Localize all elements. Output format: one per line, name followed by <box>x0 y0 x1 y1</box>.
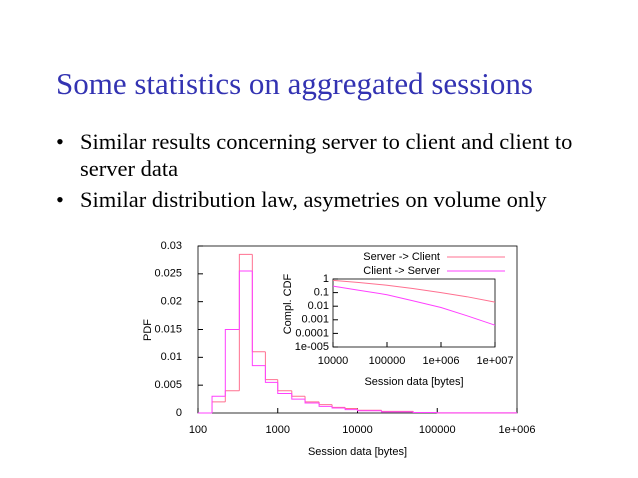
legend-label: Server -> Client <box>363 251 440 263</box>
histogram-step <box>381 410 414 413</box>
y-tick-label: 0 <box>176 407 182 419</box>
y-tick-label: 0.001 <box>301 314 329 326</box>
histogram-step <box>211 401 226 413</box>
plot-frame <box>332 278 496 348</box>
histogram-step <box>318 401 333 406</box>
y-tick-label: 0.1 <box>314 287 329 299</box>
y-tick-label: 0.01 <box>161 351 182 363</box>
y-axis-label: PDF <box>142 319 154 341</box>
histogram-step <box>344 407 358 411</box>
y-tick-label: 0.01 <box>308 300 329 312</box>
histogram-step <box>264 365 278 383</box>
bullet: Similar results concerning server to cli… <box>56 128 600 182</box>
histogram-step <box>381 410 414 412</box>
histogram-step <box>238 270 253 330</box>
histogram-step <box>344 407 358 410</box>
histogram-step <box>224 390 240 402</box>
y-tick-label: 0.03 <box>161 240 182 252</box>
x-axis-label: Session data [bytes] <box>308 446 407 458</box>
y-tick-label: 1e-005 <box>295 341 329 353</box>
x-tick-label: 1e+007 <box>476 355 513 367</box>
histogram-step <box>304 396 320 403</box>
x-tick-label: 1e+006 <box>498 424 535 436</box>
histogram-step <box>357 409 382 412</box>
histogram-step <box>304 399 320 404</box>
x-tick-label: 100000 <box>369 355 406 367</box>
x-tick-label: 100000 <box>419 424 456 436</box>
x-tick-label: 1e+006 <box>422 355 459 367</box>
histogram-step <box>251 254 266 353</box>
histogram-step <box>357 408 382 411</box>
histogram-step <box>331 406 346 409</box>
y-tick-label: 1 <box>323 273 329 285</box>
y-tick-label: 0.005 <box>154 379 182 391</box>
histogram-step <box>238 253 253 391</box>
slide-title: Some statistics on aggregated sessions <box>56 66 533 101</box>
ccdf-line <box>332 285 496 326</box>
legend-label: Client -> Server <box>363 265 440 277</box>
y-tick-label: 0.02 <box>161 296 182 308</box>
y-tick-label: 0.025 <box>154 268 182 280</box>
bullet: Similar distribution law, asymetries on … <box>56 186 600 213</box>
histogram-step <box>318 402 333 407</box>
x-tick-label: 10000 <box>318 355 349 367</box>
inset-bg <box>333 279 495 347</box>
x-tick-label: 1000 <box>266 424 290 436</box>
histogram-step <box>224 329 240 397</box>
bullet-list: Similar results concerning server to cli… <box>30 128 600 217</box>
y-tick-label: 0.015 <box>154 323 182 335</box>
histogram-step <box>211 395 226 413</box>
y-axis-label: Compl. CDF <box>282 273 294 334</box>
histogram-step <box>264 351 278 381</box>
x-tick-label: 10000 <box>342 424 373 436</box>
histogram-step <box>291 393 306 400</box>
histogram-step <box>251 271 266 367</box>
ccdf-line <box>332 279 496 303</box>
x-tick-label: 100 <box>189 424 207 436</box>
x-axis-label: Session data [bytes] <box>364 376 463 388</box>
histogram-step <box>291 390 306 397</box>
histogram-step <box>277 382 292 395</box>
histogram-step <box>412 411 438 413</box>
histogram-step <box>277 379 292 392</box>
y-tick-label: 0.0001 <box>295 327 329 339</box>
histogram-step <box>331 404 346 408</box>
